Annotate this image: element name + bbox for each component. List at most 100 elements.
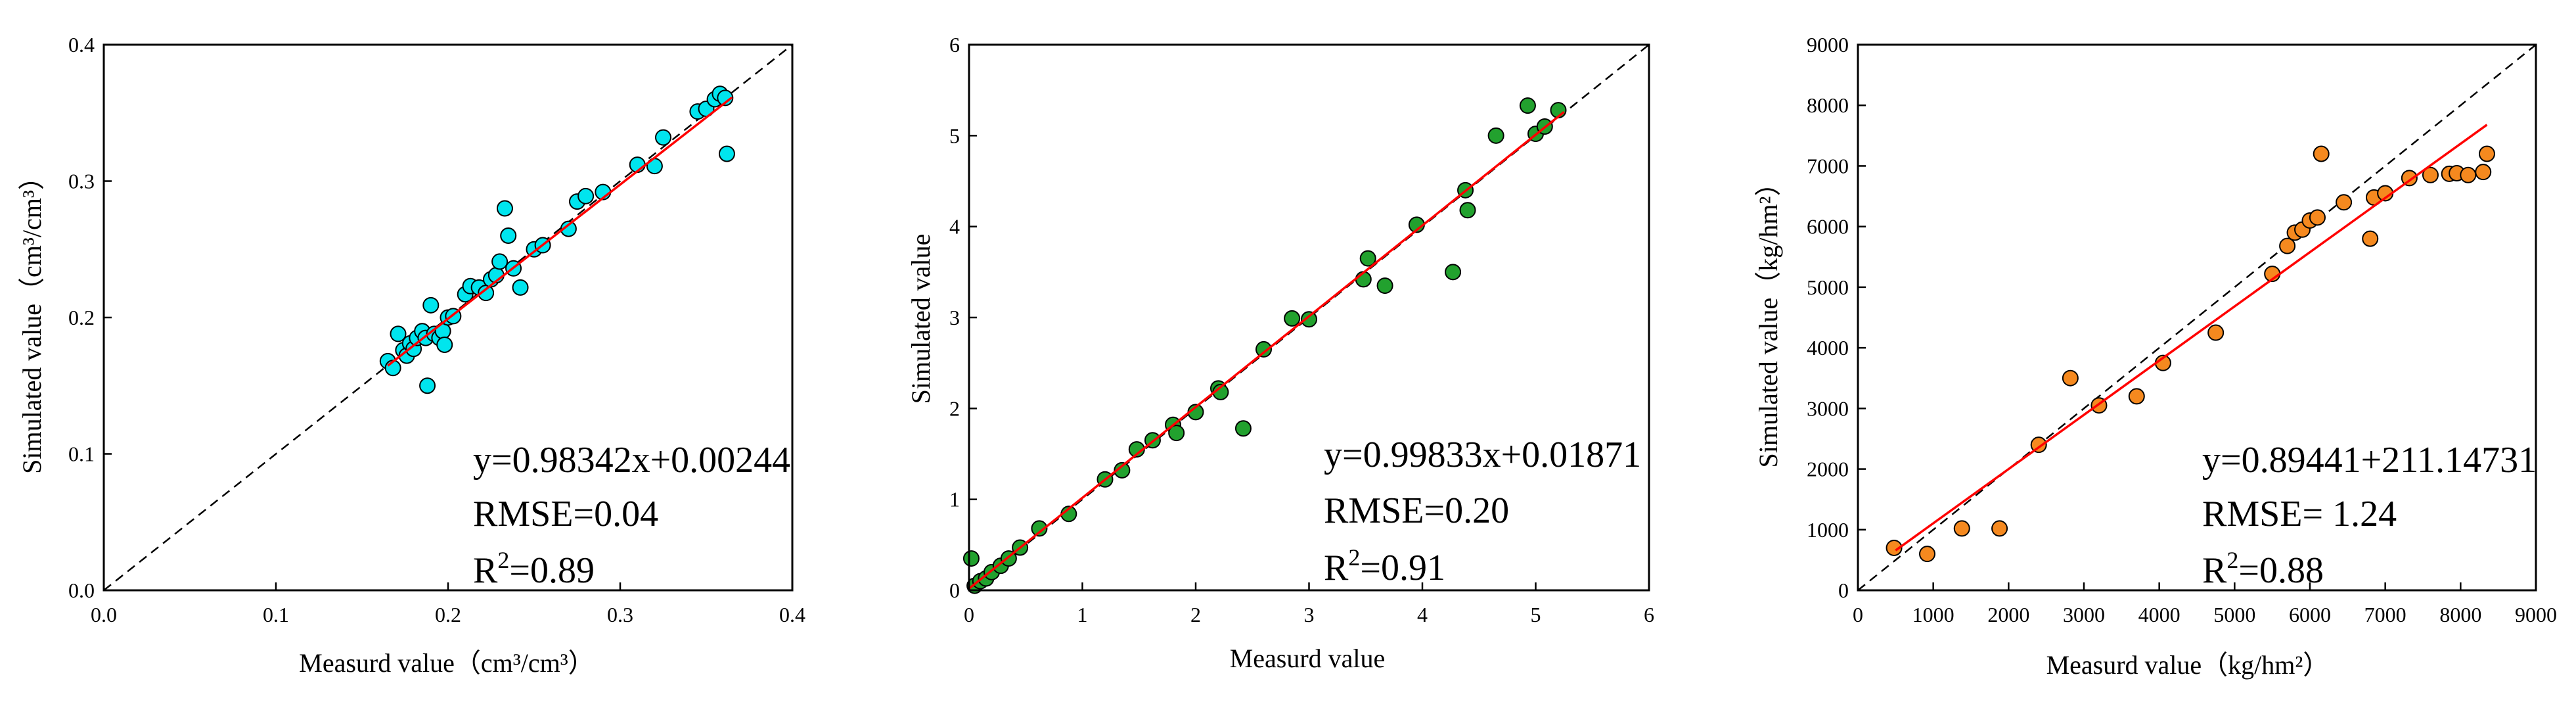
x-tick-label: 5 [1531,603,1541,626]
data-point [2336,194,2353,211]
reference-line-1to1 [1857,44,2537,591]
data-point [2422,166,2439,183]
x-tick-label: 9000 [2515,603,2557,626]
r-squared-symbol-3: R [2202,550,2227,591]
data-point [390,325,407,342]
y-tick-label: 3000 [1807,396,1849,420]
data-point [560,220,577,237]
data-point [1953,520,1970,537]
plot-frame [1857,43,2537,592]
data-point [2128,388,2145,405]
data-point [577,187,595,204]
x-tick-label: 6000 [2289,603,2331,626]
data-point [2030,436,2047,454]
r-squared-label-2: R2=0.91 [1324,544,1445,588]
fit-line [1895,124,2488,552]
x-tick-label: 0.1 [263,603,289,626]
plot-area-1: 0.0 0.1 0.2 0.3 0.4 0.0 0.1 0.2 0.3 0.4 [68,33,805,626]
y-tick-label: 6 [949,33,960,57]
x-tick-label: 0 [1853,603,1863,626]
data-point [1168,425,1185,442]
x-tick-label: 7000 [2364,603,2407,626]
x-axis-label-1: Measurd value（cm³/cm³） [299,648,594,678]
x-tick-label: 2000 [1987,603,2029,626]
r-squared-superscript-3: 2 [2226,547,2238,573]
x-tick-label: 6 [1644,603,1654,626]
fit-line [968,111,1565,590]
x-tick-label: 0 [964,603,974,626]
data-point [655,129,671,146]
r-squared-value-2: =0.91 [1360,548,1445,588]
data-point [718,145,735,162]
data-point [512,279,529,296]
data-point [2362,230,2379,247]
x-tick-label: 1000 [1912,603,1955,626]
fit-equation-1: y=0.98342x+0.00244 [473,440,790,481]
y-tick-label: 0.1 [68,442,95,466]
data-point [1359,250,1376,267]
y-tick-label: 1 [949,488,960,511]
data-point [1114,461,1131,479]
r-squared-value-1: =0.89 [509,550,595,591]
x-tick-label: 5000 [2213,603,2255,626]
y-tick-label: 0 [949,578,960,602]
data-point [962,550,980,567]
data-point [717,89,734,106]
data-point [1255,341,1272,358]
y-tick-label: 0.2 [68,306,95,329]
r-squared-superscript-2: 2 [1348,544,1360,571]
y-tick-label: 8000 [1807,93,1849,117]
data-point [2207,324,2225,341]
data-point [496,200,513,217]
plot-area-2: 0 1 2 3 4 5 6 0 1 2 3 4 5 6 [949,33,1654,626]
x-tick-label: 1 [1077,603,1088,626]
fit-equation-3: y=0.89441+211.14731 [2202,440,2537,481]
data-point [2460,166,2477,183]
fit-line [387,96,733,367]
x-tick-label: 2 [1190,603,1201,626]
data-point [1301,311,1317,328]
data-point [1991,520,2008,537]
fit-equation-2: y=0.99833x+0.01871 [1324,435,1641,475]
plot-area-3: 0 1000 2000 3000 4000 5000 6000 7000 8000 9000 0 10… [1807,33,2557,626]
x-tick-label: 3000 [2063,603,2105,626]
data-point [2313,145,2330,162]
y-axis-label-3: Simulated value（kg/hm²） [1753,170,1783,467]
x-tick-label: 0.0 [91,603,117,626]
y-tick-label: 6000 [1807,215,1849,239]
x-tick-label: 3 [1304,603,1315,626]
rmse-label-2: RMSE=0.20 [1324,490,1509,531]
x-tick-label: 8000 [2439,603,2481,626]
x-tick-label: 0.4 [779,603,805,626]
y-tick-label: 9000 [1807,33,1849,57]
x-axis-label-3: Measurd value（kg/hm²） [2046,650,2330,680]
rmse-label-3: RMSE= 1.24 [2202,494,2397,534]
y-tick-label: 0.3 [68,170,95,193]
data-point [500,227,517,244]
r-squared-label-3: R2=0.88 [2202,547,2324,591]
r-squared-superscript-1: 2 [497,547,509,573]
y-axis-label-1: Simulated value（cm³/cm³） [17,164,47,474]
y-tick-label: 0.4 [68,33,95,57]
y-tick-label: 5000 [1807,275,1849,299]
y-tick-label: 0.0 [68,578,95,602]
r-squared-symbol-2: R [1324,548,1349,588]
data-point [2309,209,2326,226]
data-point [2475,164,2492,181]
y-tick-label: 0 [1838,578,1849,602]
r-squared-symbol-1: R [473,550,498,591]
chart-panel-1: 0.0 0.1 0.2 0.3 0.4 0.0 0.1 0.2 0.3 0.4 y=0.98342… [17,33,805,678]
y-tick-label: 5 [949,124,960,147]
data-point [1376,277,1393,294]
data-point [419,377,436,394]
data-point [1918,546,1935,563]
data-point [422,296,440,314]
data-point [1459,202,1476,219]
data-point [436,337,453,353]
y-tick-label: 4 [949,215,960,239]
y-tick-label: 1000 [1807,518,1849,542]
x-tick-label: 0.3 [607,603,633,626]
x-tick-label: 0.2 [435,603,461,626]
data-point [2279,237,2296,254]
